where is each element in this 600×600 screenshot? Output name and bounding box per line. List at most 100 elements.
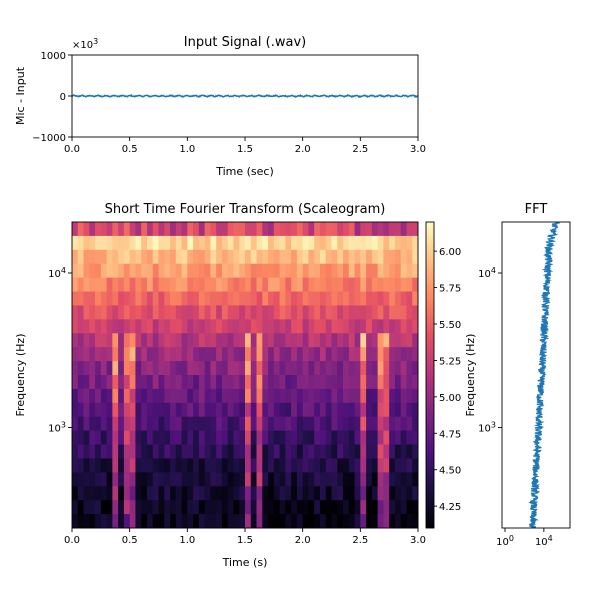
heatmap-cell [302, 361, 309, 376]
heatmap-cell [204, 291, 211, 306]
heatmap-cell [77, 361, 84, 376]
heatmap-cell [170, 444, 177, 459]
heatmap-cell [77, 305, 84, 320]
heatmap-cell [135, 444, 142, 459]
heatmap-cell [175, 402, 182, 418]
heatmap-cell [262, 416, 269, 432]
heatmap-cell [123, 319, 131, 334]
heatmap-cell [135, 416, 142, 432]
heatmap-cell [89, 235, 96, 251]
heatmap-cell [354, 388, 361, 404]
heatmap-cell [158, 361, 165, 376]
heatmap-cell [279, 402, 286, 418]
heatmap-cell [227, 277, 234, 292]
heatmap-cell [296, 305, 304, 320]
heatmap-cell [245, 402, 252, 418]
heatmap-cell [106, 305, 113, 320]
heatmap-cell [371, 222, 379, 237]
heatmap-cell [366, 305, 373, 320]
heatmap-cell [325, 291, 332, 306]
heatmap-cell [123, 222, 131, 237]
heatmap-cell [348, 402, 355, 418]
heatmap-cell [268, 486, 275, 501]
heatmap-cell [291, 416, 298, 432]
heatmap-cell [152, 388, 159, 404]
heatmap-cell [72, 486, 79, 501]
heatmap-cell [325, 333, 332, 348]
heatmap-cell [152, 500, 159, 515]
heatmap-cell [158, 319, 165, 334]
heatmap-cell [285, 486, 292, 501]
heatmap-cell [389, 430, 396, 445]
heatmap-cell [400, 291, 407, 306]
fft-line-group [528, 222, 561, 528]
colorbar-tick-label: 4.50 [439, 466, 461, 477]
heatmap-cell [95, 361, 102, 376]
heatmap-cell [83, 444, 90, 459]
heatmap-cell [129, 347, 136, 362]
heatmap-cell [170, 500, 177, 515]
heatmap-cell [72, 347, 79, 362]
heatmap-cell [112, 249, 119, 265]
heatmap-cell [302, 277, 309, 292]
heatmap-cell [319, 500, 327, 515]
heatmap-cell [394, 235, 402, 251]
heatmap-cell [198, 305, 206, 320]
signal-y-tick-label: −1000 [32, 133, 66, 144]
heatmap-cell [181, 291, 188, 306]
heatmap-cell [152, 291, 159, 306]
heatmap-cell [377, 444, 384, 459]
heatmap-cell [239, 277, 246, 292]
heatmap-cell [314, 291, 321, 306]
heatmap-cell [291, 444, 298, 459]
heatmap-cell [72, 514, 79, 529]
heatmap-cell [360, 333, 367, 348]
heatmap-cell [348, 458, 355, 473]
heatmap-cell [95, 277, 102, 292]
heatmap-cell [331, 347, 338, 362]
heatmap-cell [198, 375, 206, 390]
heatmap-cell [193, 375, 200, 390]
heatmap-cell [129, 291, 136, 306]
heatmap-cell [394, 486, 402, 501]
heatmap-cell [383, 361, 390, 376]
heatmap-cell [146, 249, 154, 265]
heatmap-cell [296, 444, 304, 459]
heatmap-cell [366, 277, 373, 292]
heatmap-cell [164, 486, 171, 501]
signal-x-label: Time (sec) [215, 165, 274, 178]
heatmap-cell [158, 402, 165, 418]
heatmap-cell [175, 375, 182, 390]
heatmap-cell [187, 486, 194, 501]
heatmap-cell [319, 416, 327, 432]
heatmap-cell [170, 291, 177, 306]
heatmap-cell [296, 333, 304, 348]
heatmap-cell [106, 375, 113, 390]
heatmap-cell [118, 402, 125, 418]
heatmap-cell [331, 486, 338, 501]
heatmap-cell [319, 430, 327, 445]
heatmap-cell [366, 249, 373, 265]
heatmap-cell [187, 458, 194, 473]
heatmap-cell [72, 444, 79, 459]
heatmap-cell [262, 291, 269, 306]
heatmap-cell [337, 444, 344, 459]
heatmap-cell [95, 486, 102, 501]
stft-x-tick-label: 0.0 [64, 535, 80, 546]
stft-title: Short Time Fourier Transform (Scaleogram… [105, 202, 386, 217]
heatmap-cell [302, 305, 309, 320]
signal-line [72, 93, 418, 99]
heatmap-cell [366, 472, 373, 487]
heatmap-cell [221, 430, 229, 445]
heatmap-cell [273, 235, 280, 251]
heatmap-cell [77, 222, 84, 237]
heatmap-cell [325, 263, 332, 279]
heatmap-cell [193, 305, 200, 320]
heatmap-cell [406, 291, 413, 306]
heatmap-cell [221, 249, 229, 265]
heatmap-cell [343, 319, 350, 334]
signal-y-label: Mic - Input [14, 66, 27, 125]
heatmap-cell [181, 514, 188, 529]
heatmap-cell [118, 444, 125, 459]
heatmap-cell [343, 263, 350, 279]
